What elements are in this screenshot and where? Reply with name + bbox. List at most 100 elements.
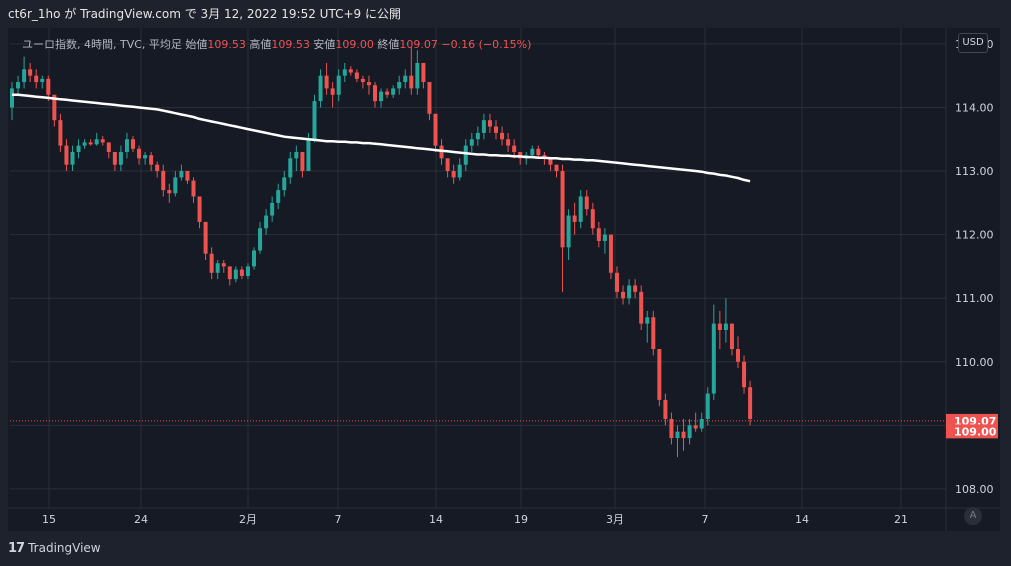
symbol-label: ユーロ指数, 4時間, TVC, 平均足 <box>22 38 182 51</box>
candle-body <box>46 78 51 95</box>
candle-body <box>88 142 93 145</box>
candle-body <box>469 139 474 146</box>
y-tick-label: 108.00 <box>955 483 994 496</box>
y-tick-label: 113.00 <box>955 165 994 178</box>
candle-body <box>530 148 535 156</box>
candle-body <box>379 91 384 102</box>
candle-body <box>463 145 468 165</box>
candle-body <box>596 228 601 241</box>
candle-body <box>693 425 698 429</box>
low-label: 安値 <box>313 38 336 51</box>
candle-body <box>282 177 287 191</box>
candle-body <box>294 151 299 159</box>
candle-body <box>342 69 347 76</box>
price-axis-label: 109.00 <box>954 425 997 438</box>
candle-body <box>729 323 734 350</box>
candle-body <box>675 431 680 439</box>
candle-body <box>131 139 135 149</box>
candle-body <box>143 155 148 159</box>
candle-body <box>385 91 390 95</box>
candle-body <box>639 291 644 324</box>
candle-body <box>633 285 638 292</box>
change-value: −0.16 (−0.15%) <box>441 38 532 51</box>
candle-body <box>451 171 456 178</box>
candle-body <box>433 113 438 146</box>
open-value: 109.53 <box>207 38 246 51</box>
candle-body <box>736 349 740 362</box>
candle-body <box>397 82 402 89</box>
candle-body <box>578 196 583 222</box>
candle-body <box>409 75 414 89</box>
candle-body <box>330 88 335 95</box>
brand-name: TradingView <box>28 541 101 555</box>
x-tick-label: 21 <box>894 513 908 526</box>
x-tick-label: 15 <box>42 513 56 526</box>
candle-body <box>584 196 589 210</box>
candle-body <box>572 215 577 222</box>
candle-body <box>742 361 747 388</box>
candle-body <box>717 323 722 330</box>
y-tick-label: 111.00 <box>955 292 994 305</box>
x-tick-label: 14 <box>795 513 809 526</box>
candle-body <box>621 291 626 299</box>
candle-body <box>481 120 486 133</box>
candle-body <box>52 94 57 121</box>
candle-body <box>445 158 450 172</box>
candle-body <box>669 418 674 439</box>
candle-body <box>324 75 329 89</box>
moving-average-line <box>12 93 751 183</box>
candle-body <box>34 75 39 83</box>
high-label: 高値 <box>249 38 272 51</box>
candle-body <box>252 250 256 267</box>
candle-body <box>608 234 613 273</box>
candle-body <box>209 253 214 273</box>
candle-body <box>391 88 396 95</box>
candle-body <box>723 323 728 330</box>
candle-body <box>602 234 607 241</box>
x-tick-label: 14 <box>429 513 443 526</box>
y-tick-label: 114.00 <box>955 101 994 114</box>
candlestick-chart[interactable]: 108.00 109.00 110.00 111.00 112.00 113.00 114.… <box>8 28 1000 531</box>
candle-body <box>494 126 498 133</box>
candle-body <box>415 62 420 89</box>
candle-body <box>427 82 432 114</box>
open-label: 始値 <box>185 38 208 51</box>
candle-body <box>28 69 33 76</box>
candle-body <box>645 317 650 324</box>
candle-body <box>258 228 263 251</box>
candle-body <box>197 196 202 222</box>
candle-body <box>475 132 480 140</box>
candle-body <box>16 82 21 89</box>
close-value: 109.07 <box>399 38 438 51</box>
candle-body <box>300 151 305 172</box>
candle-body <box>185 171 190 181</box>
candle-body <box>233 269 238 280</box>
y-tick-label: 112.00 <box>955 229 994 242</box>
currency-button[interactable]: USD <box>958 33 988 53</box>
auto-scale-button[interactable]: A <box>964 507 982 525</box>
candle-body <box>118 151 123 165</box>
y-tick-label: 110.00 <box>955 356 994 369</box>
candle-body <box>457 164 462 178</box>
candle-body <box>373 85 377 102</box>
candle-body <box>161 171 166 191</box>
candle-body <box>167 190 172 194</box>
candle-body <box>354 72 359 79</box>
candle-body <box>512 145 517 152</box>
candle-body <box>348 69 353 73</box>
publish-title: ct6r_1ho が TradingView.com で 3月 12, 2022… <box>8 7 401 21</box>
candle-body <box>155 164 160 172</box>
candle-body <box>179 171 184 178</box>
candle-body <box>657 349 662 400</box>
candle-body <box>651 317 656 350</box>
candle-body <box>548 158 553 165</box>
candle-body <box>699 418 704 429</box>
ohlc-legend: ユーロ指数, 4時間, TVC, 平均足 始値109.53 高値109.53 安… <box>22 36 531 52</box>
footer-brand[interactable]: 17 TradingView <box>8 538 101 558</box>
price-axis-label-bg <box>946 424 998 439</box>
candle-body <box>318 75 323 102</box>
candle-body <box>439 145 444 159</box>
candle-body <box>687 425 692 439</box>
candle-body <box>264 215 269 229</box>
chart-panel[interactable]: 108.00 109.00 110.00 111.00 112.00 113.00 114.… <box>8 28 1000 531</box>
